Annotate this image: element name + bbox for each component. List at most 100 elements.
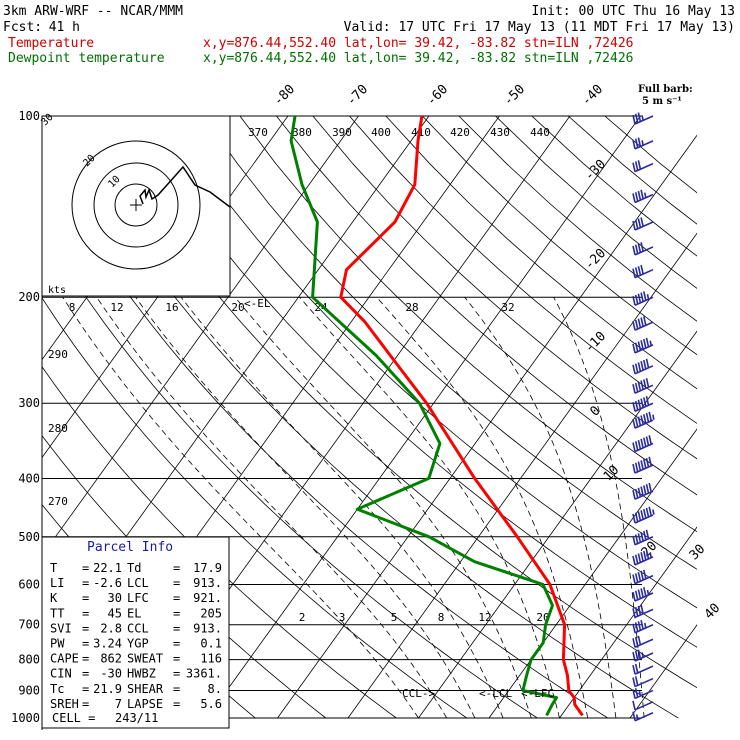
index-name: CIN (50, 667, 72, 681)
dry-adiabat-line (203, 116, 697, 570)
moist-adiabat-line (180, 296, 504, 719)
index-equals: = (173, 606, 180, 620)
index-value: -30 (100, 667, 122, 681)
index-equals: = (82, 652, 89, 666)
mixing-ratio-label: 12 (478, 611, 491, 624)
model-title: 3km ARW-WRF -- NCAR/MMM (3, 4, 183, 19)
wind-barb (632, 456, 654, 474)
index-equals: = (173, 652, 180, 666)
pressure-tick-label: 300 (18, 396, 40, 410)
barb-legend-value: 5 m s⁻¹ (642, 96, 682, 107)
pressure-tick-label: 400 (18, 471, 40, 485)
index-value: -2.6 (93, 576, 122, 590)
hodograph-trace (139, 165, 231, 208)
index-value: 921. (193, 591, 222, 605)
init-time: Init: 00 UTC Thu 16 May 13 (532, 4, 736, 19)
profile-series (289, 116, 584, 717)
moist-adiabat-lines (62, 296, 645, 719)
index-name: HWBZ (127, 667, 156, 681)
moist-adiabat-line (376, 296, 589, 719)
index-name: SREH (50, 697, 79, 711)
isotherm-line (347, 232, 697, 719)
wind-barb (632, 435, 654, 453)
wind-barb (632, 264, 654, 279)
moist-adiabat-line (135, 296, 476, 719)
pressure-tick-label: 800 (18, 653, 40, 667)
parcel-info-box: Parcel Info T = 22.1 Td = 17.9 LI = -2.6 LCL = 913.… (41, 536, 230, 729)
series-line-dewpoint-temperature (289, 116, 559, 717)
index-value: 22.1 (93, 561, 122, 575)
pressure-tick-label: 900 (18, 683, 40, 697)
parcel-info-rows: T = 22.1 Td = 17.9 LI = -2.6 LCL = 913. K = 30 LFC = 921.… (50, 561, 222, 711)
index-equals: = (173, 576, 180, 590)
cell-value: 243/11 (115, 711, 158, 725)
mixing-ratio-label: 5 (391, 611, 398, 624)
temperature-legend: Temperature (8, 36, 94, 51)
index-name: CCL (127, 621, 149, 635)
index-value: 862 (100, 652, 122, 666)
dry-adiabat-line (349, 116, 697, 424)
wind-barb (632, 587, 654, 602)
index-value: 913. (193, 576, 222, 590)
wind-barb (632, 337, 654, 354)
isotherm-label: 10 (601, 463, 623, 485)
moist-adiabat-line (299, 296, 560, 719)
index-equals: = (82, 561, 89, 575)
hodo-speed-label: 16 (165, 301, 178, 314)
dry-adiabat-line (42, 227, 538, 719)
index-equals: = (173, 682, 180, 696)
wind-barb (632, 676, 654, 688)
index-value: 0.1 (200, 637, 222, 651)
dry-adiabat-label: 410 (411, 126, 431, 139)
isotherm-line (42, 116, 359, 557)
index-value: 8. (208, 682, 222, 696)
isotherm-line (277, 134, 697, 719)
hodograph: 20 10 30 kts (39, 112, 231, 297)
wind-barb (632, 242, 654, 256)
lfc-marker: <-LFC (521, 687, 554, 700)
dry-adiabat-line (130, 116, 697, 648)
mixing-ratio-label: 2 (299, 611, 306, 624)
index-value: 7 (115, 697, 122, 711)
temperature-location: x,y=876.44,552.40 lat,lon= 39.42, -83.82… (203, 36, 633, 51)
dry-adiabat-label: 440 (530, 126, 550, 139)
wind-barb (632, 112, 654, 125)
index-name: YGP (127, 637, 149, 651)
index-name: LFC (127, 591, 149, 605)
wind-barb (632, 411, 655, 429)
dry-adiabat-label: 400 (371, 126, 391, 139)
index-equals: = (173, 667, 180, 681)
isotherm-line (206, 116, 641, 719)
index-equals: = (82, 667, 89, 681)
moist-adiabat-line (464, 296, 617, 719)
wind-barb (632, 635, 654, 649)
mixing-ratio-label: 3 (339, 611, 346, 624)
index-value: 3.24 (93, 637, 122, 651)
dry-adiabat-label: 270 (48, 495, 68, 508)
pressure-tick-label: 600 (18, 577, 40, 591)
dry-adiabat-line (42, 297, 468, 719)
index-name: CAPE (50, 652, 79, 666)
index-equals: = (82, 591, 89, 605)
index-value: 30 (108, 591, 122, 605)
hodo-speed-label: 12 (110, 301, 123, 314)
dry-adiabat-line (422, 116, 697, 356)
index-equals: = (82, 576, 89, 590)
moist-adiabat-line (62, 296, 419, 719)
index-value: 17.9 (193, 561, 222, 575)
isotherm-line (488, 428, 697, 719)
index-equals: = (82, 606, 89, 620)
wind-barb (632, 396, 654, 412)
dry-adiabat-line (57, 116, 679, 719)
isotherm-label: 40 (702, 601, 724, 623)
forecast-hour: 41 h (49, 20, 80, 35)
wind-barb (632, 688, 654, 700)
hodo-speed-label: 20 (231, 301, 244, 314)
pressure-tick-label: 1000 (11, 711, 40, 725)
isotherm-label: -40 (579, 82, 606, 109)
index-name: Tc (50, 682, 64, 696)
hodo-unit-label: kts (48, 285, 66, 296)
dry-adiabat-line (166, 116, 697, 609)
wind-barb (632, 649, 654, 662)
